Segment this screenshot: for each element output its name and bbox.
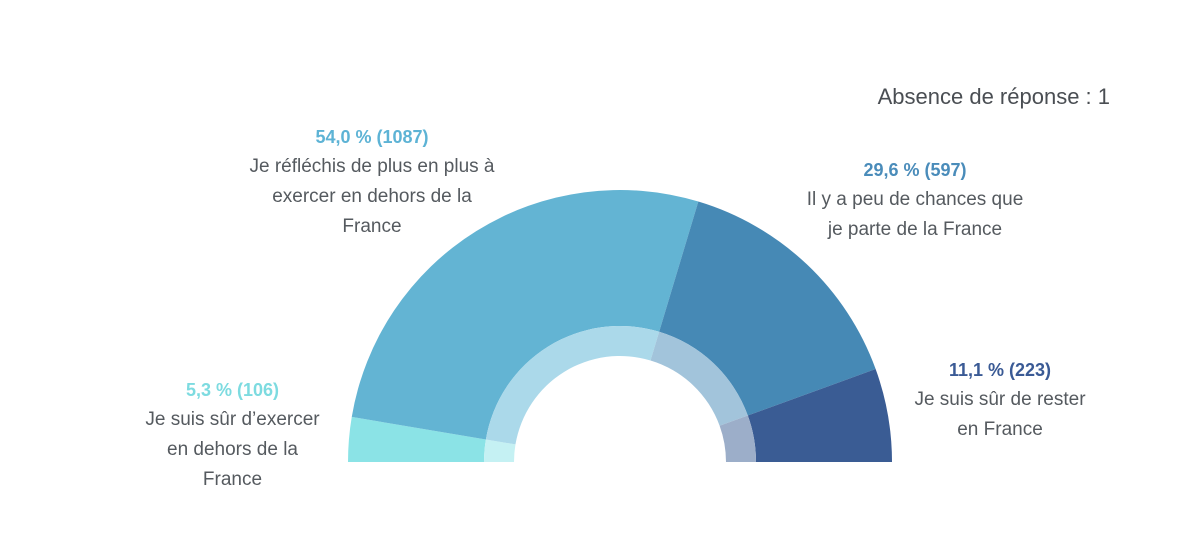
slice-text-line: France	[342, 216, 402, 237]
slice-label-sure-abroad: 5,3 % (106) Je suis sûr d’exercer en deh…	[125, 375, 340, 495]
slice-text-line: Il y a peu de chances que	[806, 189, 1024, 210]
slice-3-inner	[719, 415, 756, 462]
slice-text-line: en dehors de la	[167, 439, 298, 460]
slice-percent: 54,0 % (1087)	[315, 127, 429, 147]
slice-text-line: Je réfléchis de plus en plus à	[249, 156, 495, 177]
slice-text-line: France	[202, 469, 263, 490]
slice-0-outer	[348, 416, 486, 462]
slice-text-line: Je suis sûr de rester	[914, 389, 1086, 410]
slice-1-outer	[351, 190, 699, 440]
slice-text-line: exercer en dehors de la	[272, 186, 472, 207]
slice-text-line: je parte de la France	[827, 219, 1003, 240]
slice-3-outer	[747, 369, 892, 462]
slice-text-line: en France	[957, 419, 1043, 440]
slice-label-sure-stay: 11,1 % (223) Je suis sûr de rester en Fr…	[885, 355, 1115, 445]
slice-percent: 5,3 % (106)	[185, 380, 280, 400]
slice-label-thinking-abroad: 54,0 % (1087) Je réfléchis de plus en pl…	[222, 122, 522, 242]
slice-percent: 11,1 % (223)	[948, 360, 1052, 380]
slice-percent: 29,6 % (597)	[863, 160, 967, 180]
slice-0-inner	[484, 439, 516, 462]
slice-2-inner	[650, 331, 748, 426]
slice-2-outer	[659, 201, 876, 416]
no-response-note: Absence de réponse : 1	[877, 84, 1110, 109]
slice-1-inner	[485, 326, 660, 445]
slice-label-unlikely-leave: 29,6 % (597) Il y a peu de chances que j…	[770, 155, 1060, 245]
slice-text-line: Je suis sûr d’exercer	[145, 409, 320, 430]
